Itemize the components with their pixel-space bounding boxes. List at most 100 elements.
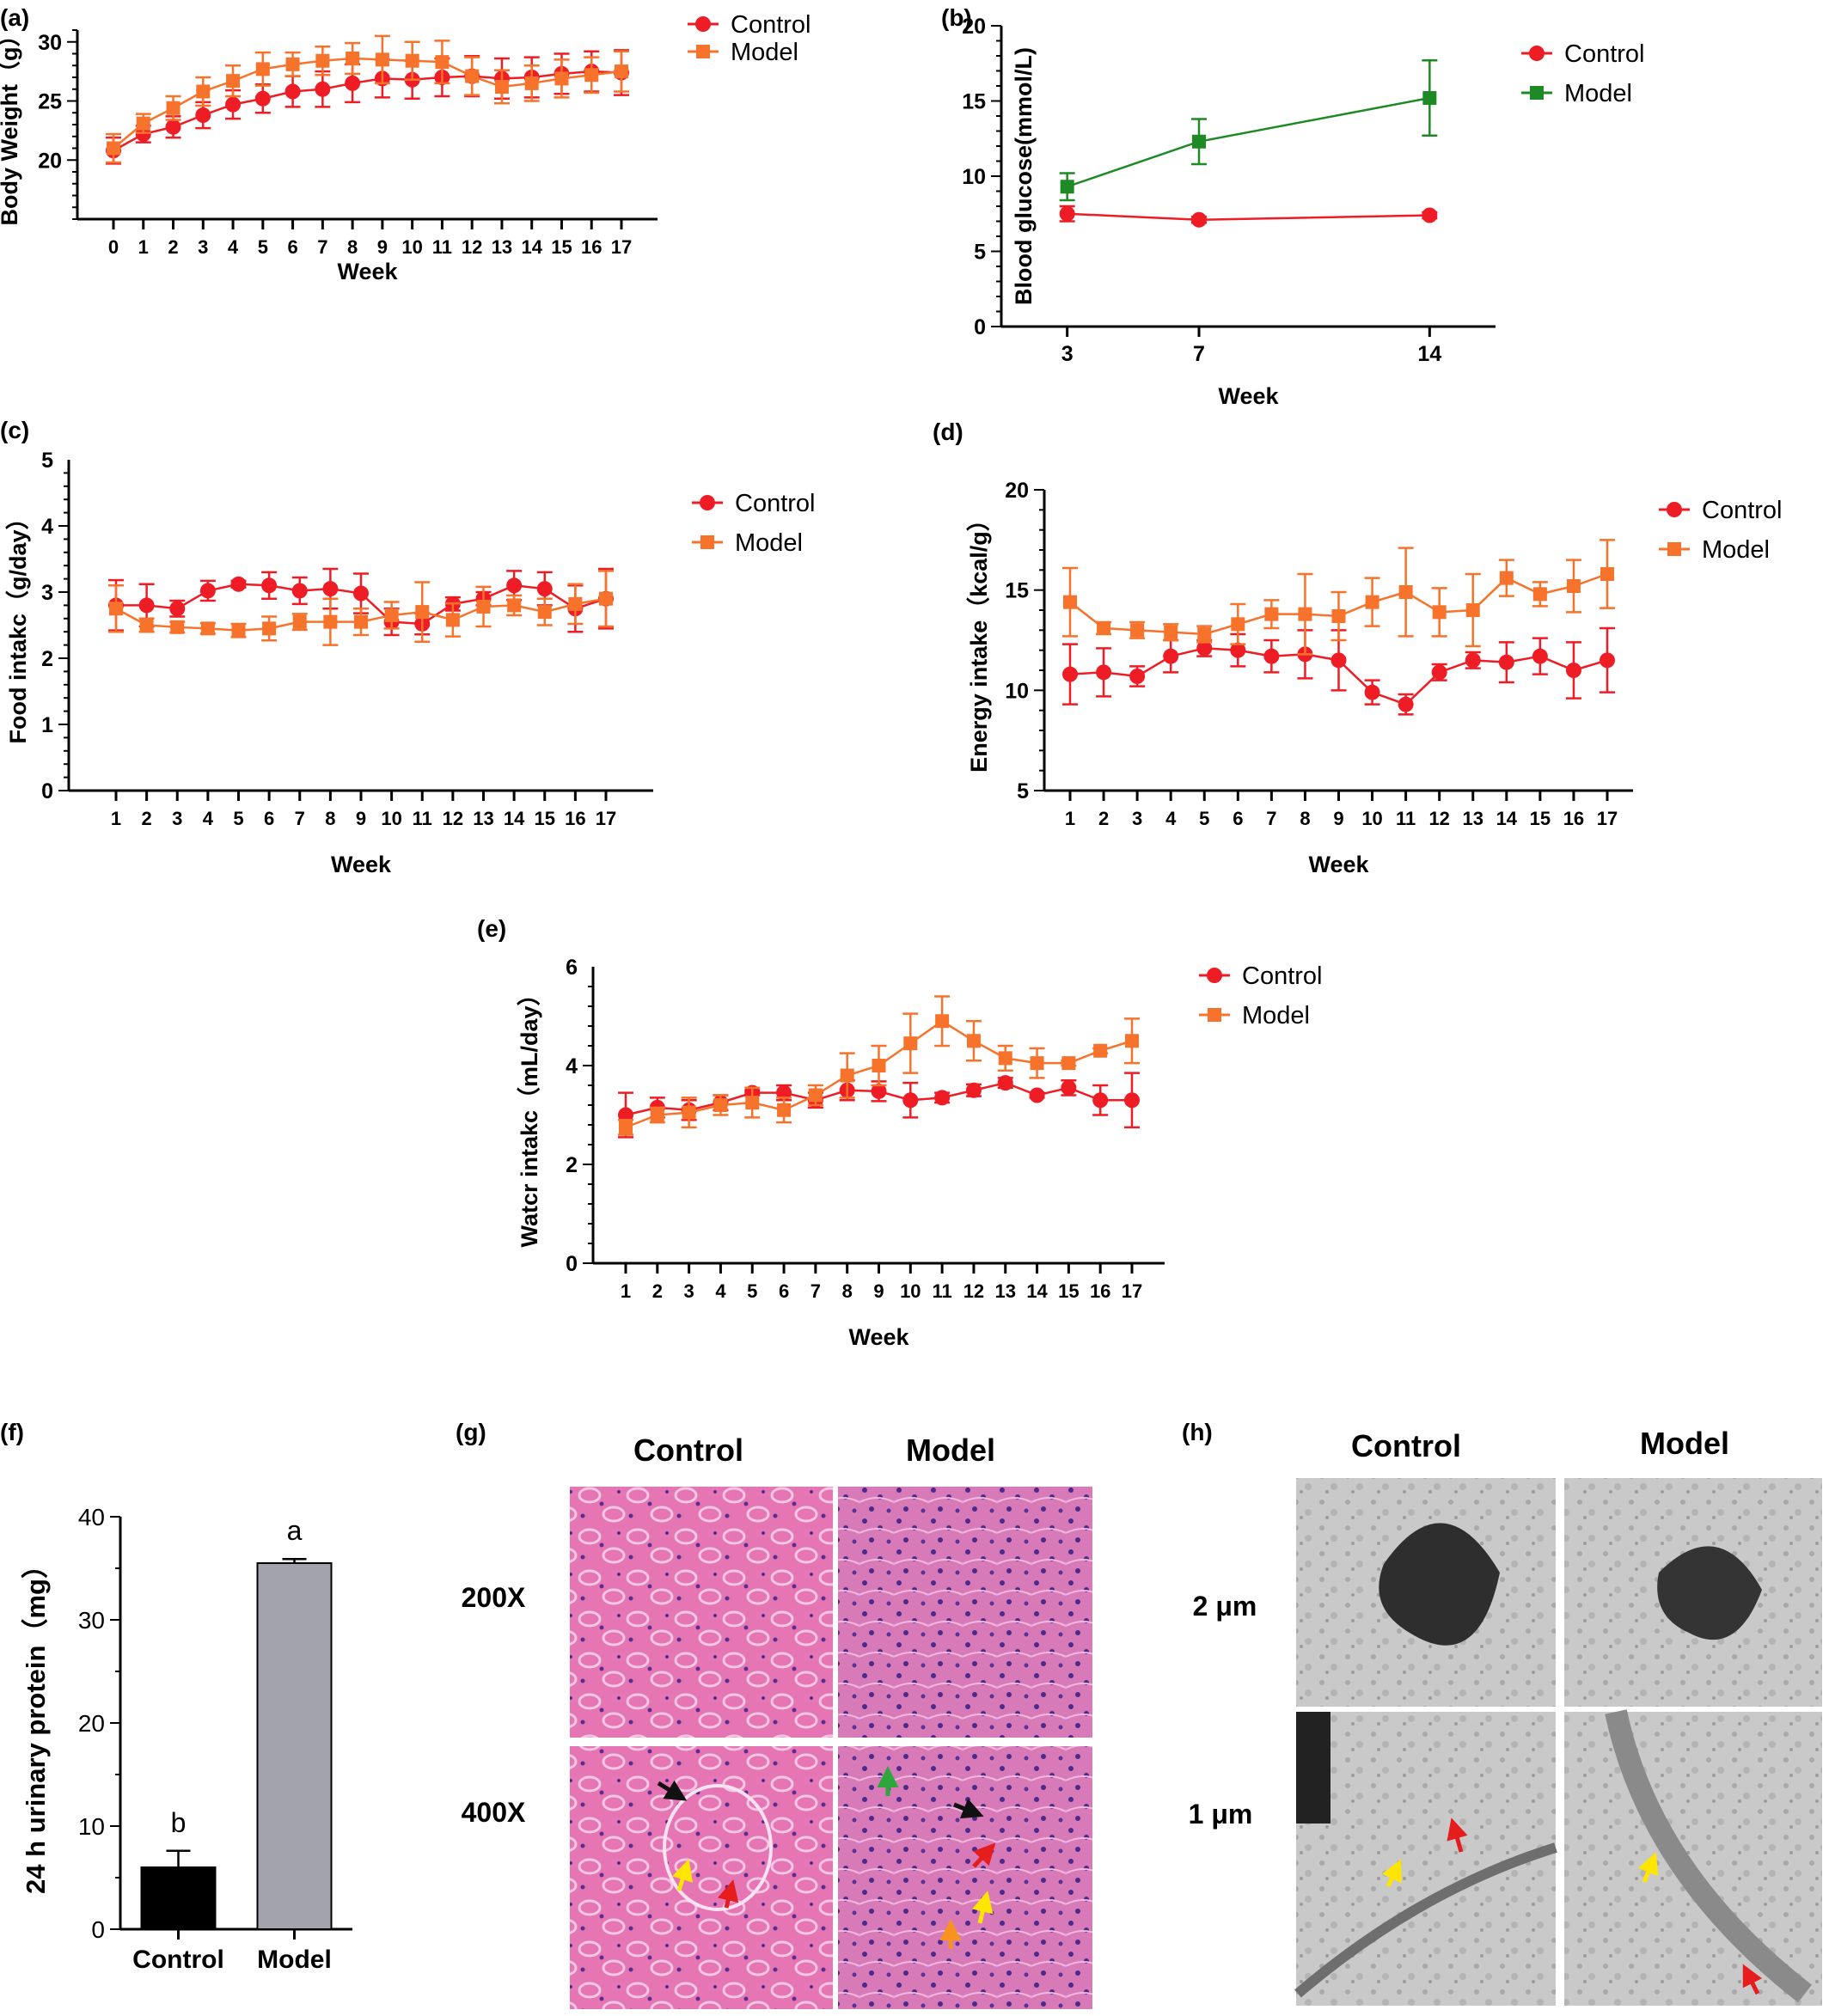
x-tick-label: 10 bbox=[401, 236, 422, 258]
red-arrow-icon bbox=[1742, 1964, 1763, 1995]
x-tick-label: 4 bbox=[715, 1280, 726, 1302]
data-point-control bbox=[536, 581, 553, 597]
x-tick-label: 1 bbox=[621, 1280, 631, 1302]
data-point-model bbox=[998, 1051, 1012, 1066]
y-tick-label: 20 bbox=[962, 15, 986, 39]
data-point-control bbox=[1230, 642, 1246, 658]
x-tick-label: Model bbox=[257, 1946, 332, 1974]
data-point-control bbox=[1600, 652, 1615, 669]
data-point-model bbox=[872, 1059, 886, 1072]
y-tick-label: 0 bbox=[566, 1252, 578, 1276]
data-point-control bbox=[1061, 1079, 1077, 1096]
x-tick-label: 10 bbox=[900, 1280, 921, 1302]
panel-g-micrographs: Control Model 200X 400X bbox=[462, 1433, 1092, 2009]
x-tick-label: 7 bbox=[1193, 342, 1205, 366]
data-point-control bbox=[1263, 648, 1280, 664]
x-axis-title: Week bbox=[848, 1324, 909, 1350]
y-tick-label: 15 bbox=[962, 90, 986, 114]
black-arrow-icon bbox=[657, 1780, 688, 1801]
legend-label: Model bbox=[1702, 536, 1770, 564]
data-point-model bbox=[1097, 621, 1111, 635]
x-tick-label: 11 bbox=[432, 236, 452, 258]
data-point-model bbox=[262, 621, 277, 636]
x-tick-label: 8 bbox=[347, 236, 358, 258]
data-point-model bbox=[1030, 1056, 1044, 1071]
data-point-model bbox=[1197, 627, 1212, 641]
data-point-model bbox=[568, 596, 583, 611]
data-point-model bbox=[435, 55, 450, 70]
x-tick-label: 4 bbox=[1165, 808, 1177, 829]
data-point-control bbox=[902, 1092, 919, 1109]
data-point-control bbox=[169, 601, 186, 617]
data-point-model bbox=[903, 1036, 918, 1051]
y-tick-label: 20 bbox=[1005, 479, 1029, 503]
panel-label-h: (h) bbox=[1182, 1419, 1213, 1445]
x-tick-label: 2 bbox=[168, 236, 178, 258]
x-tick-label: 10 bbox=[381, 808, 401, 829]
data-point-model bbox=[346, 52, 360, 65]
data-point-model bbox=[840, 1068, 854, 1083]
red-arrow-icon bbox=[1447, 1817, 1468, 1853]
g-col-label-model: Model bbox=[906, 1433, 995, 1468]
data-point-control bbox=[315, 81, 331, 97]
data-point-control bbox=[254, 90, 271, 107]
data-point-model bbox=[1298, 607, 1312, 621]
data-point-model bbox=[554, 71, 569, 86]
data-point-control bbox=[1431, 664, 1447, 681]
data-point-control bbox=[165, 119, 181, 135]
data-point-control bbox=[353, 585, 369, 602]
y-tick-label: 10 bbox=[962, 165, 986, 189]
g-image-model-400x bbox=[838, 1746, 1092, 2009]
data-point-model bbox=[745, 1096, 760, 1110]
x-tick-label: 6 bbox=[287, 236, 297, 258]
y-tick-label: 25 bbox=[38, 90, 62, 114]
x-tick-label: 11 bbox=[413, 808, 432, 829]
y-tick-label: 30 bbox=[78, 1607, 105, 1634]
x-tick-label: 13 bbox=[473, 808, 493, 829]
data-point-model bbox=[354, 614, 368, 629]
data-point-control bbox=[322, 581, 339, 597]
panel-label-f: (f) bbox=[0, 1419, 24, 1445]
data-point-control bbox=[225, 96, 242, 113]
x-tick-label: 1 bbox=[111, 808, 121, 829]
x-tick-label: 14 bbox=[1417, 342, 1441, 366]
data-point-control bbox=[291, 583, 308, 599]
y-tick-label: 3 bbox=[41, 581, 53, 605]
data-point-model bbox=[682, 1105, 696, 1120]
x-tick-label: 7 bbox=[295, 808, 305, 829]
data-point-control bbox=[1092, 1092, 1109, 1109]
red-arrow-icon bbox=[718, 1879, 739, 1909]
data-point-model bbox=[713, 1098, 728, 1112]
x-tick-label: 17 bbox=[596, 808, 616, 829]
g-row-label-200x: 200X bbox=[462, 1582, 526, 1613]
data-point-model bbox=[619, 1120, 633, 1134]
data-point-model bbox=[615, 64, 628, 79]
x-tick-label: 14 bbox=[504, 808, 525, 829]
data-point-model bbox=[1600, 567, 1614, 581]
black-arrow-icon bbox=[953, 1798, 984, 1819]
y-tick-label: 15 bbox=[1005, 579, 1029, 603]
x-tick-label: 16 bbox=[1563, 808, 1584, 829]
legend-label: Model bbox=[1242, 1002, 1310, 1029]
x-tick-label: 6 bbox=[1233, 808, 1243, 829]
data-point-model bbox=[1398, 585, 1413, 599]
data-point-model bbox=[1264, 607, 1279, 621]
data-point-control bbox=[1532, 648, 1548, 664]
y-tick-label: 4 bbox=[566, 1054, 578, 1078]
x-tick-label: 11 bbox=[1396, 808, 1416, 829]
data-point-model bbox=[375, 52, 389, 67]
data-point-model bbox=[1164, 625, 1178, 639]
x-tick-label: 13 bbox=[492, 236, 512, 258]
panel-label-g: (g) bbox=[456, 1419, 486, 1445]
yellow-arrow-icon bbox=[972, 1891, 994, 1924]
legend-label: Model bbox=[735, 529, 803, 557]
x-axis-title: Week bbox=[337, 259, 398, 284]
data-point-model bbox=[537, 605, 552, 620]
yellow-arrow-icon bbox=[1637, 1852, 1659, 1883]
h-dark-region-control-1um bbox=[1296, 1712, 1330, 1824]
x-tick-label: 0 bbox=[108, 236, 119, 258]
h-capillary-loop-control bbox=[1379, 1523, 1500, 1646]
x-tick-label: 15 bbox=[551, 236, 572, 258]
x-tick-label: 15 bbox=[535, 808, 555, 829]
